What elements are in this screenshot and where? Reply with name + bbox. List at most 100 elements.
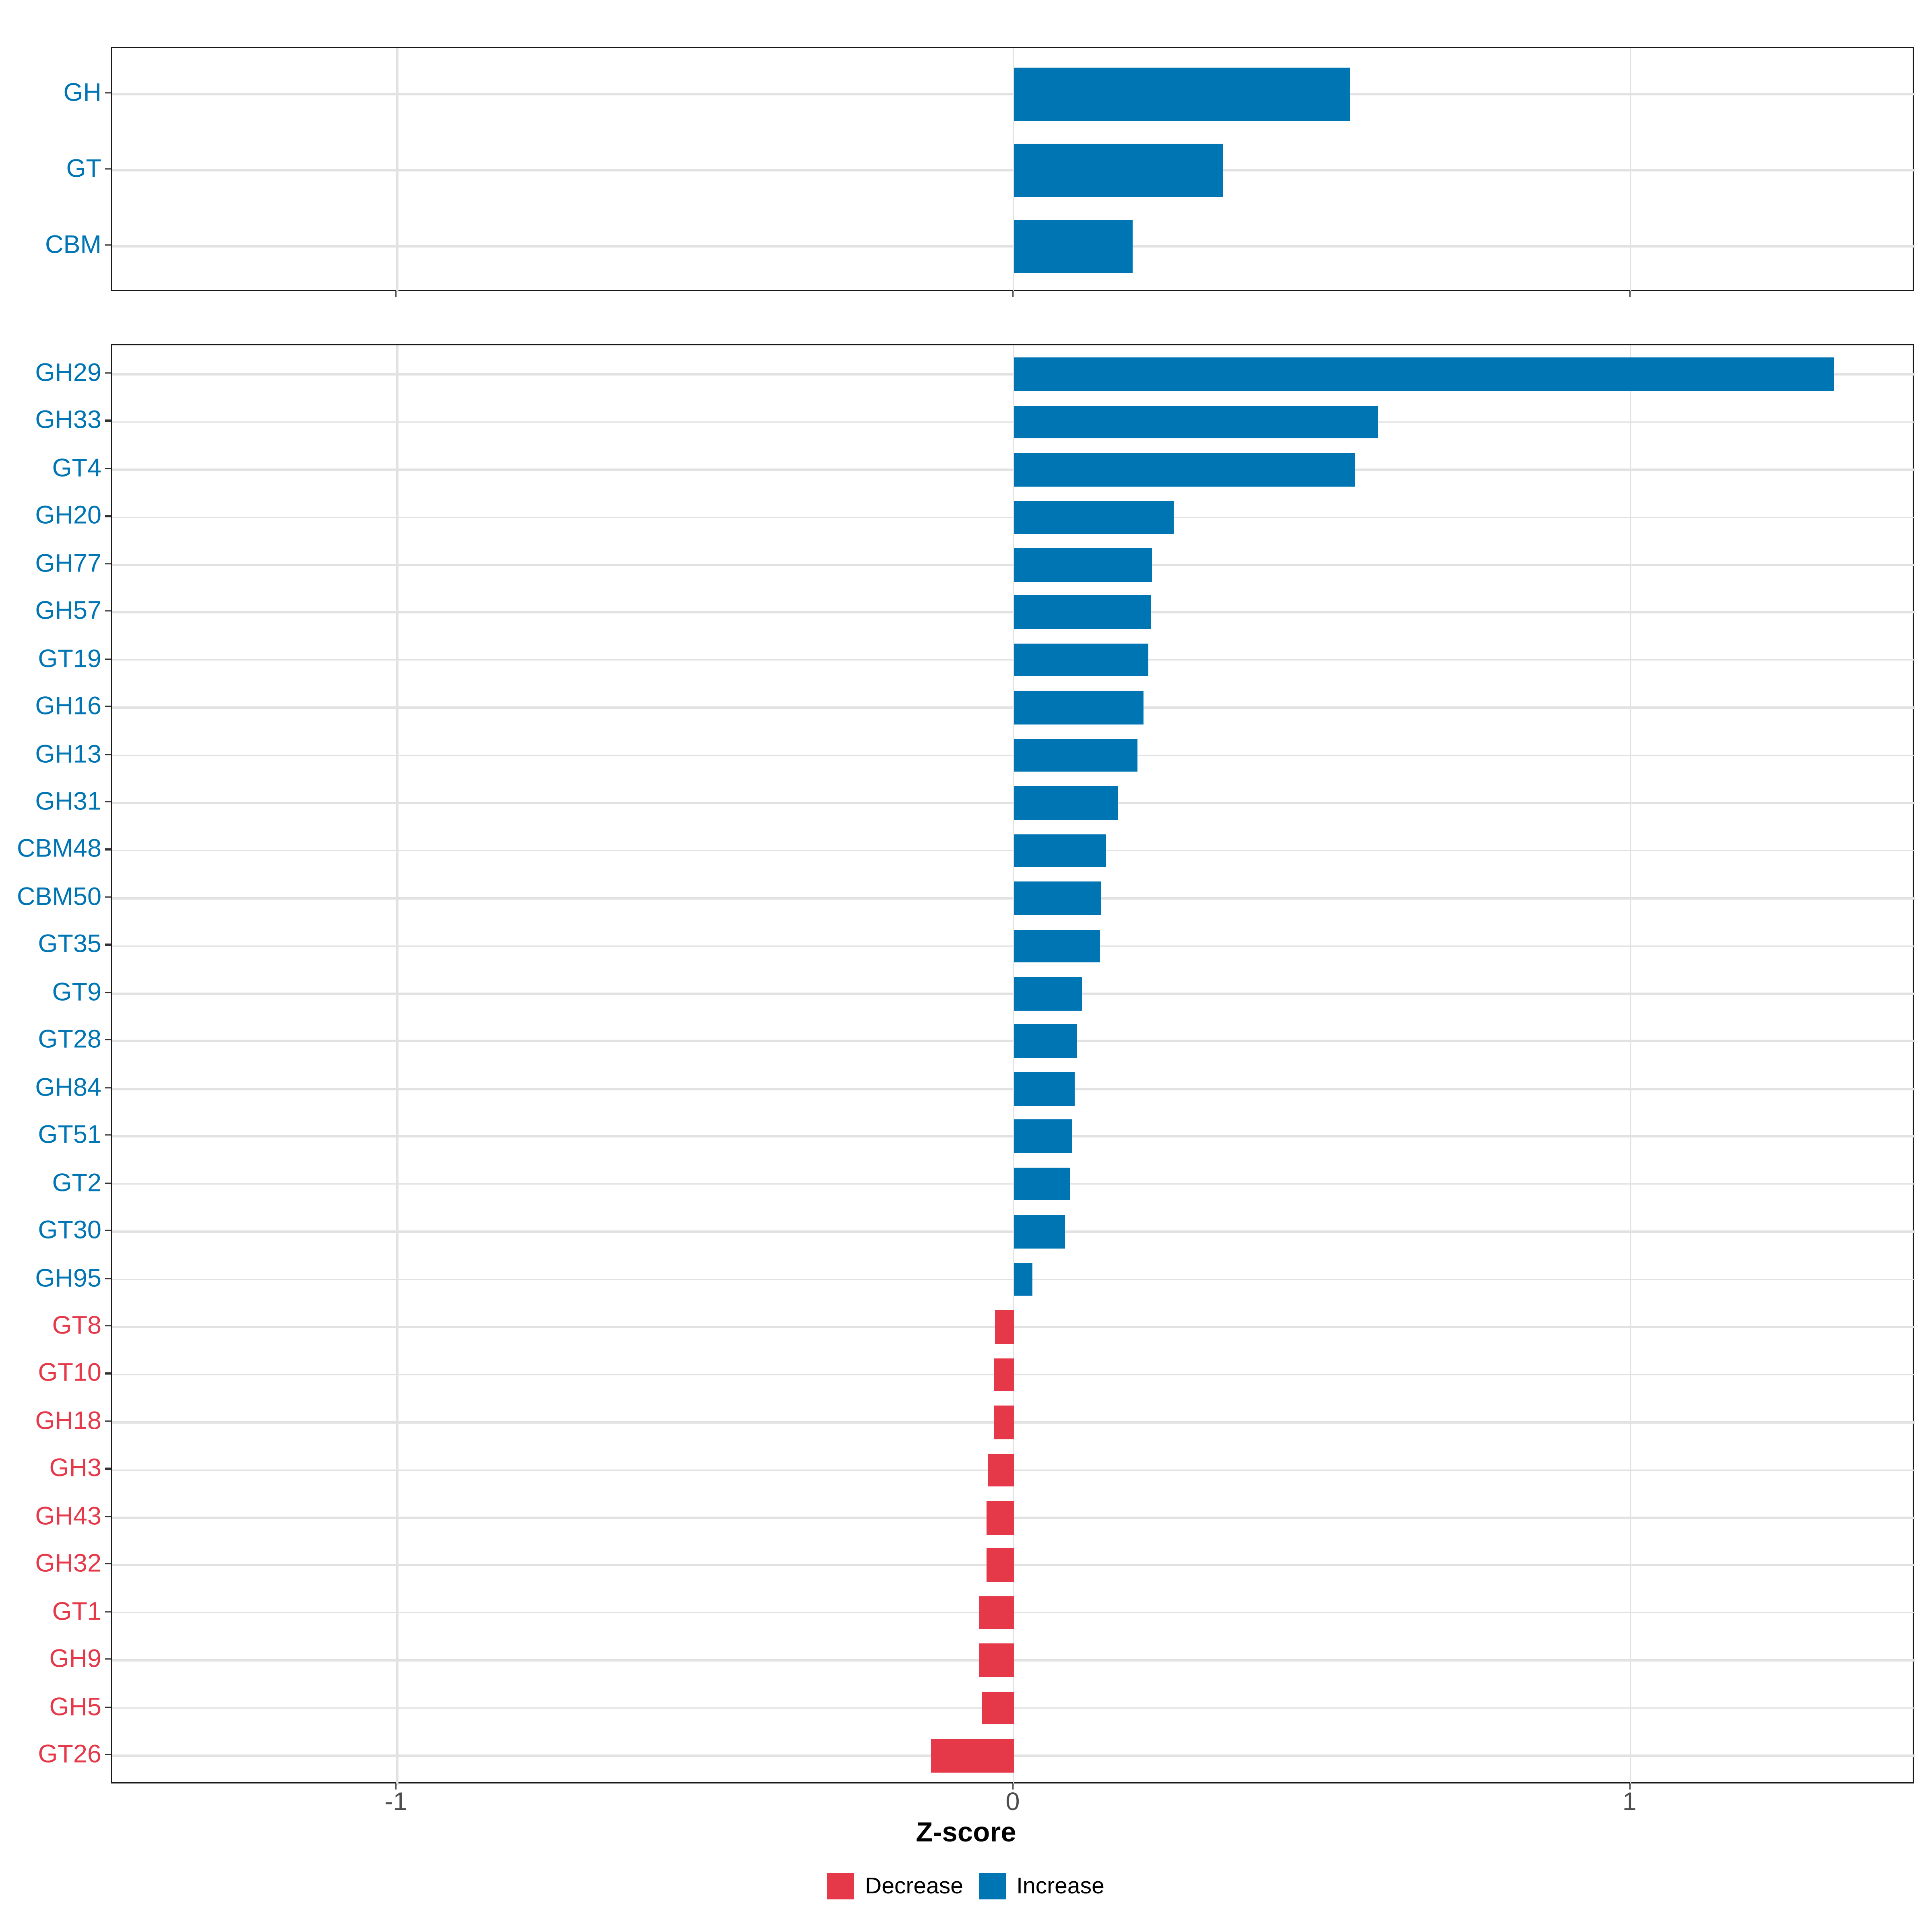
y-label-GT28: GT28 bbox=[38, 1026, 101, 1054]
y-tick-GH9 bbox=[105, 1658, 111, 1660]
y-label-GH95: GH95 bbox=[35, 1264, 101, 1292]
y-label-GT30: GT30 bbox=[38, 1216, 101, 1245]
bar-GT26 bbox=[931, 1739, 1014, 1773]
vertical-gridline-0 bbox=[1013, 345, 1015, 1785]
horizontal-gridline-GH57 bbox=[112, 611, 1915, 613]
y-label-GH29: GH29 bbox=[35, 359, 101, 387]
bar-GT35 bbox=[1014, 929, 1100, 963]
horizontal-gridline-GT51 bbox=[112, 1135, 1915, 1137]
horizontal-gridline-GT28 bbox=[112, 1040, 1915, 1042]
bar-GH3 bbox=[988, 1453, 1014, 1487]
y-label-GT8: GT8 bbox=[52, 1312, 101, 1340]
y-tick-GT10 bbox=[105, 1373, 111, 1375]
y-label-GT19: GT19 bbox=[38, 645, 101, 673]
y-tick-GH31 bbox=[105, 801, 111, 803]
horizontal-gridline-CBM bbox=[112, 245, 1915, 248]
legend-key-increase-swatch bbox=[979, 1873, 1006, 1899]
bar-GH20 bbox=[1014, 500, 1174, 534]
y-label-GH5: GH5 bbox=[49, 1693, 101, 1721]
horizontal-gridline-GH13 bbox=[112, 754, 1915, 757]
bar-GT28 bbox=[1014, 1024, 1077, 1058]
horizontal-gridline-GT9 bbox=[112, 993, 1915, 995]
bar-GH77 bbox=[1014, 548, 1152, 582]
horizontal-gridline-GH77 bbox=[112, 564, 1915, 566]
y-tick-GT26 bbox=[105, 1754, 111, 1755]
y-tick-GT9 bbox=[105, 991, 111, 993]
y-tick-GH32 bbox=[105, 1563, 111, 1565]
y-tick-GH13 bbox=[105, 753, 111, 755]
bar-GH95 bbox=[1014, 1263, 1032, 1296]
horizontal-gridline-GT30 bbox=[112, 1230, 1915, 1233]
bar-CBM48 bbox=[1014, 834, 1106, 867]
horizontal-gridline-GH84 bbox=[112, 1088, 1915, 1090]
y-tick-GT19 bbox=[105, 658, 111, 660]
y-tick-GT35 bbox=[105, 944, 111, 945]
x-tick-summary-0 bbox=[1012, 291, 1013, 297]
y-tick-GH3 bbox=[105, 1468, 111, 1470]
y-tick-GH5 bbox=[105, 1706, 111, 1708]
y-tick-GT bbox=[105, 168, 111, 170]
y-label-GH18: GH18 bbox=[35, 1407, 101, 1435]
bar-CBM50 bbox=[1014, 881, 1101, 915]
y-label-GT35: GT35 bbox=[38, 931, 101, 959]
bar-GH32 bbox=[987, 1548, 1014, 1582]
horizontal-gridline-GH33 bbox=[112, 421, 1915, 423]
bar-GH5 bbox=[981, 1691, 1014, 1725]
x-tick-families-1 bbox=[1629, 1783, 1631, 1790]
x-tick-label-1: 1 bbox=[1622, 1788, 1637, 1816]
y-label-GH20: GH20 bbox=[35, 502, 101, 530]
legend-label-decrease: Decrease bbox=[865, 1873, 964, 1899]
y-label-GH: GH bbox=[63, 79, 102, 107]
legend-label-increase: Increase bbox=[1016, 1873, 1104, 1899]
x-tick-families-0 bbox=[1012, 1783, 1013, 1790]
bar-GT10 bbox=[994, 1358, 1014, 1391]
y-label-GH9: GH9 bbox=[49, 1645, 101, 1673]
vertical-gridline-1 bbox=[1630, 345, 1632, 1785]
y-label-GT26: GT26 bbox=[38, 1740, 101, 1769]
y-label-GT10: GT10 bbox=[38, 1359, 101, 1387]
y-tick-GH95 bbox=[105, 1277, 111, 1279]
y-label-GT4: GT4 bbox=[52, 454, 101, 483]
legend: Decrease Increase bbox=[0, 1873, 1932, 1899]
y-label-GH31: GH31 bbox=[35, 788, 101, 816]
y-label-CBM: CBM bbox=[45, 231, 101, 259]
horizontal-gridline-GT2 bbox=[112, 1183, 1915, 1185]
bar-GT4 bbox=[1014, 453, 1354, 486]
bar-GT19 bbox=[1014, 643, 1148, 677]
y-label-GT2: GT2 bbox=[52, 1169, 101, 1197]
horizontal-gridline-GH95 bbox=[112, 1278, 1915, 1280]
summary-panel bbox=[111, 47, 1915, 292]
y-label-GH3: GH3 bbox=[49, 1455, 101, 1483]
y-label-GH43: GH43 bbox=[35, 1502, 101, 1530]
x-tick-label--1: -1 bbox=[384, 1788, 407, 1816]
horizontal-gridline-CBM50 bbox=[112, 897, 1915, 900]
y-label-CBM48: CBM48 bbox=[17, 835, 101, 863]
bar-GH84 bbox=[1014, 1072, 1075, 1106]
y-tick-GH84 bbox=[105, 1087, 111, 1088]
bar-GH29 bbox=[1014, 357, 1835, 391]
bar-CBM bbox=[1014, 219, 1133, 273]
horizontal-gridline-GH bbox=[112, 93, 1915, 95]
y-label-CBM50: CBM50 bbox=[17, 883, 101, 911]
y-tick-GH bbox=[105, 92, 111, 94]
y-tick-GH57 bbox=[105, 610, 111, 612]
y-tick-GT30 bbox=[105, 1230, 111, 1231]
bar-GH9 bbox=[979, 1643, 1014, 1677]
y-label-GH13: GH13 bbox=[35, 740, 101, 768]
y-tick-CBM48 bbox=[105, 848, 111, 850]
bar-GH57 bbox=[1014, 596, 1150, 630]
y-tick-CBM bbox=[105, 244, 111, 246]
bar-GH16 bbox=[1014, 691, 1144, 724]
horizontal-gridline-GH16 bbox=[112, 706, 1915, 709]
bar-GT bbox=[1014, 143, 1223, 197]
bar-GH31 bbox=[1014, 786, 1118, 820]
x-tick-families--1 bbox=[395, 1783, 397, 1790]
families-panel bbox=[111, 344, 1915, 1785]
bar-GT51 bbox=[1014, 1120, 1072, 1153]
y-tick-GH29 bbox=[105, 372, 111, 374]
y-label-GT1: GT1 bbox=[52, 1598, 101, 1626]
vertical-gridline--1 bbox=[396, 345, 398, 1785]
y-tick-GT51 bbox=[105, 1134, 111, 1136]
y-tick-GH18 bbox=[105, 1420, 111, 1422]
